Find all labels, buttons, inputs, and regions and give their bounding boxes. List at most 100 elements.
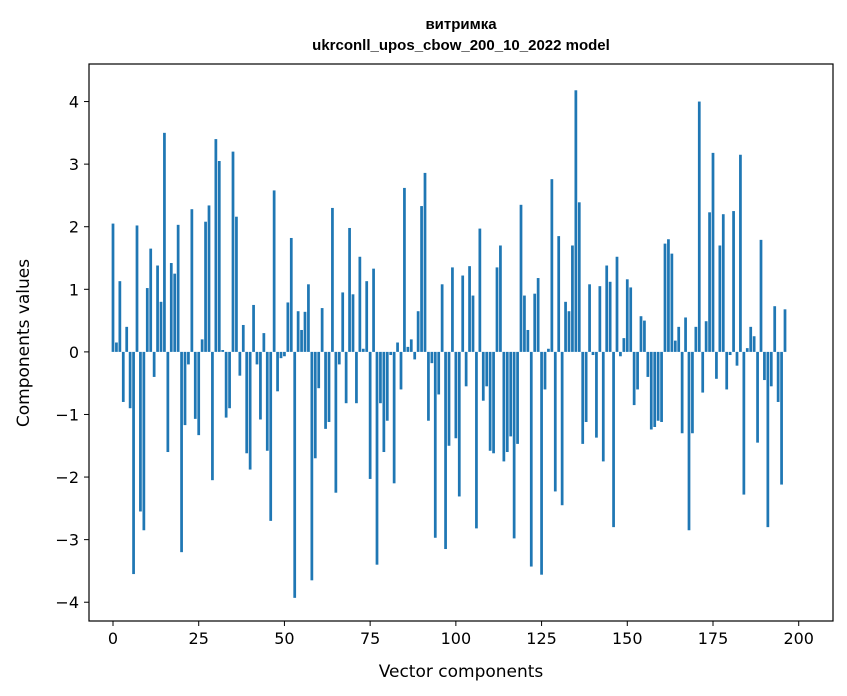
bar — [142, 351, 146, 531]
bar — [485, 351, 489, 387]
bar — [492, 351, 495, 454]
bar — [385, 351, 389, 421]
bar — [121, 351, 125, 402]
bar — [601, 351, 605, 462]
bar — [711, 152, 715, 352]
bar — [320, 308, 324, 352]
bar — [187, 351, 190, 365]
bar — [495, 267, 499, 352]
bar — [145, 288, 149, 352]
bar — [156, 265, 159, 352]
bar — [684, 317, 687, 352]
bar — [293, 351, 297, 598]
bar — [571, 245, 574, 352]
x-tick-label: 0 — [108, 629, 118, 648]
bar — [574, 90, 578, 352]
bar — [313, 351, 317, 459]
bar — [632, 351, 636, 406]
bar — [351, 294, 355, 352]
bar — [529, 351, 533, 567]
bar — [461, 275, 465, 352]
bar — [481, 351, 485, 401]
bar — [416, 311, 420, 352]
bar — [265, 351, 269, 451]
bar — [663, 243, 667, 352]
bar — [591, 351, 595, 356]
bar — [255, 351, 259, 365]
bar — [673, 340, 677, 352]
bar — [286, 302, 290, 352]
bar — [677, 326, 681, 352]
y-axis-label: Components values — [14, 259, 34, 427]
bar — [115, 342, 118, 352]
bar — [464, 351, 468, 387]
bar — [567, 311, 571, 352]
bar — [317, 351, 321, 389]
bar — [166, 351, 170, 453]
bar — [660, 351, 663, 422]
bar — [200, 339, 204, 352]
bar — [235, 216, 238, 352]
bar — [396, 342, 399, 352]
bar — [776, 351, 780, 402]
bar — [152, 351, 156, 377]
bar — [409, 339, 413, 352]
bar — [413, 351, 417, 360]
bar — [406, 346, 410, 352]
bar — [543, 351, 547, 390]
bar — [283, 351, 286, 357]
bar — [615, 256, 619, 352]
bars-group — [111, 90, 787, 598]
bar — [502, 351, 506, 462]
bar — [577, 202, 581, 352]
bar — [625, 279, 629, 352]
bar — [612, 351, 615, 528]
bar — [735, 351, 739, 366]
y-tick-label: 1 — [69, 280, 79, 299]
chart-subtitle: ukrconll_upos_cbow_200_10_2022 model — [312, 37, 610, 54]
bar — [756, 351, 759, 443]
y-tick-label: −2 — [55, 468, 79, 487]
bar — [125, 326, 129, 352]
bar — [581, 351, 585, 444]
bar — [180, 351, 183, 553]
bar — [516, 351, 519, 444]
bar — [718, 245, 722, 352]
bar — [547, 348, 550, 352]
bar — [721, 214, 725, 352]
bar — [691, 351, 694, 434]
bar — [759, 239, 763, 352]
bar — [211, 351, 214, 481]
bar — [595, 351, 598, 438]
y-tick-label: −1 — [55, 405, 79, 424]
bar — [169, 263, 173, 352]
y-axis-ticks: −4 −3 −2 −1 0 1 2 3 4 — [55, 93, 89, 612]
bar — [715, 351, 718, 379]
bar — [752, 336, 756, 352]
bar — [420, 206, 423, 352]
bar — [392, 351, 396, 484]
bar — [307, 284, 310, 352]
bar — [289, 237, 293, 352]
bar — [608, 281, 612, 352]
x-tick-label: 175 — [698, 629, 729, 648]
bar — [636, 351, 639, 390]
bar — [557, 236, 561, 352]
bar — [454, 351, 458, 439]
bar — [221, 350, 225, 352]
bar — [296, 311, 300, 352]
bar — [300, 329, 303, 352]
bar — [139, 351, 142, 512]
bar — [132, 351, 135, 575]
bar — [217, 161, 221, 352]
bar — [440, 284, 444, 352]
bar — [488, 351, 492, 451]
y-tick-label: 4 — [69, 93, 79, 112]
bar — [111, 223, 115, 352]
bar — [643, 320, 646, 352]
bar — [766, 351, 770, 528]
bar — [468, 266, 471, 352]
bar — [279, 351, 283, 359]
bar — [163, 132, 166, 352]
